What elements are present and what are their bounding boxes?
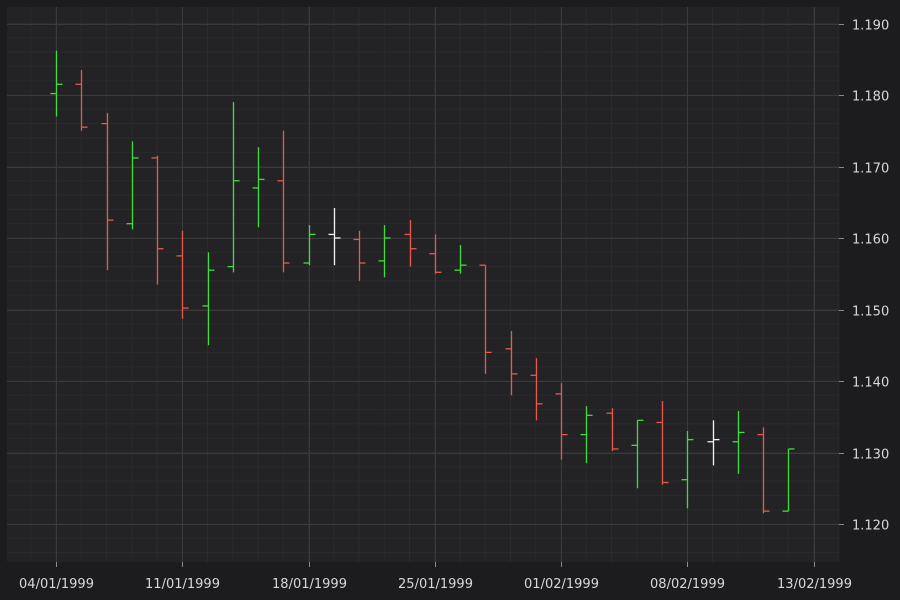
- x-tick-label: 18/01/1999: [272, 577, 347, 592]
- x-tick-label: 04/01/1999: [19, 577, 94, 592]
- y-axis: 1.120 1.130 1.140 1.150 1.160 1.170 1.180 1.190: [839, 19, 889, 534]
- ohlc-bar: [75, 69, 88, 131]
- y-tick-label: 1.160: [852, 233, 889, 248]
- ohlc-bar: [479, 264, 492, 374]
- ohlc-bar: [656, 401, 669, 485]
- ohlc-bar: [454, 245, 467, 274]
- ohlc-bar: [378, 225, 391, 278]
- ohlc-bar: [681, 431, 694, 509]
- y-tick-label: 1.180: [852, 90, 889, 105]
- ohlc-bar: [277, 130, 290, 273]
- ohlc-bar: [252, 147, 265, 228]
- ohlc-bar: [606, 408, 619, 452]
- ohlc-bar: [707, 420, 720, 466]
- ohlc-bar: [202, 252, 215, 346]
- ohlc-bar: [176, 230, 189, 319]
- ohlc-bar: [732, 411, 745, 474]
- y-tick-label: 1.140: [852, 376, 889, 391]
- ohlc-bar: [151, 155, 164, 285]
- x-tick-label: 11/01/1999: [145, 577, 220, 592]
- x-tick-label: 08/02/1999: [650, 577, 725, 592]
- ohlc-bar: [757, 427, 770, 514]
- ohlc-bar: [227, 102, 240, 273]
- ohlc-bar: [101, 112, 114, 271]
- ohlc-bar: [50, 50, 63, 117]
- x-tick-label: 25/01/1999: [398, 577, 473, 592]
- ohlc-bar: [353, 230, 366, 281]
- y-tick-label: 1.150: [852, 305, 889, 320]
- ohlc-bar: [303, 225, 316, 266]
- ohlc-bar: [631, 419, 644, 489]
- y-tick-label: 1.170: [852, 162, 889, 177]
- x-tick-label: 13/02/1999: [777, 577, 852, 592]
- ohlc-bars: [50, 50, 795, 514]
- ohlc-bar: [328, 207, 341, 266]
- ohlc-bar: [505, 330, 518, 396]
- y-tick-label: 1.130: [852, 448, 889, 463]
- ohlc-bar: [126, 141, 139, 230]
- ohlc-bar: [404, 220, 417, 267]
- ohlc-bar: [530, 358, 543, 421]
- ohlc-bar: [555, 383, 568, 460]
- plot-area: [7, 7, 839, 562]
- y-tick-label: 1.120: [852, 519, 889, 534]
- y-tick-label: 1.190: [852, 19, 889, 34]
- ohlc-bar: [580, 406, 593, 464]
- x-axis: 04/01/1999 11/01/1999 18/01/1999 25/01/1999…: [19, 562, 852, 592]
- ohlc-bar: [429, 234, 442, 274]
- ohlc-bar: [782, 448, 795, 512]
- x-tick-label: 01/02/1999: [524, 577, 599, 592]
